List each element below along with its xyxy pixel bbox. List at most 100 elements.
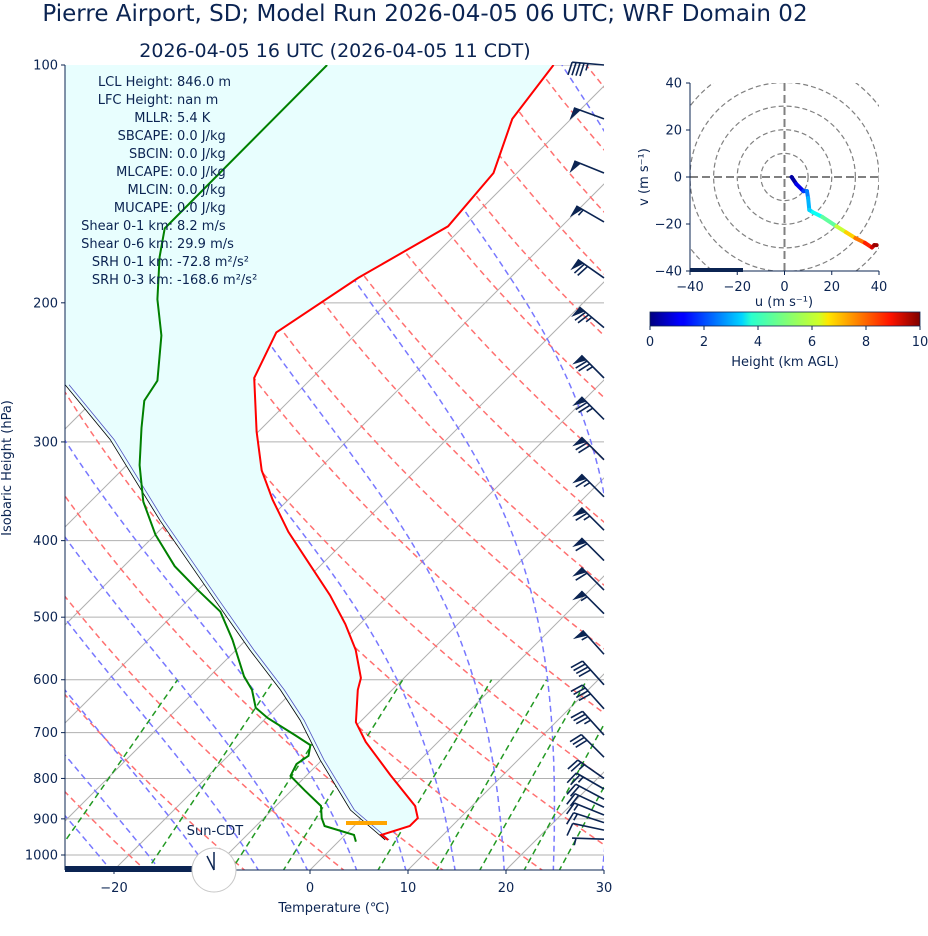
barb-flag: [572, 537, 587, 548]
hodograph-x-label: u (m s⁻¹): [755, 295, 813, 310]
barb-full: [573, 663, 586, 672]
hodograph-x-tick-label: 20: [823, 280, 840, 295]
barb-full: [575, 512, 588, 521]
x-tick-label: −20: [100, 881, 127, 896]
cin-area: [65, 65, 554, 840]
mixing-ratio-line: [65, 679, 179, 843]
stat-value: nan m: [177, 93, 218, 108]
barb-full: [575, 716, 589, 725]
barb-flag: [572, 396, 587, 407]
wind-barb: [566, 772, 605, 790]
hodograph-ring: [713, 105, 856, 249]
stat-label: MUCAPE:: [114, 201, 173, 216]
barb-full: [573, 263, 585, 274]
stat-value: -72.8 m²/s²: [177, 255, 249, 270]
barb-full: [566, 783, 577, 795]
moist-adiabat: [65, 439, 358, 870]
mixing-ratio-line: [377, 679, 493, 870]
y-tick-label: 600: [33, 673, 58, 688]
barb-half: [577, 209, 584, 216]
barb-half: [586, 366, 594, 372]
isotherm: [407, 673, 604, 870]
stat-value: -168.6 m²/s²: [177, 273, 257, 288]
y-tick-label: 800: [33, 772, 58, 787]
stat-label: MLCIN:: [128, 183, 173, 198]
barb-staff: [575, 783, 605, 800]
stat-label: SRH 0-3 km:: [92, 273, 173, 288]
barb-full: [566, 793, 576, 805]
isotherm: [113, 379, 604, 870]
figure-subtitle: 2026-04-05 16 UTC (2026-04-05 11 CDT): [139, 40, 530, 62]
dry-adiabat: [77, 65, 604, 715]
barb-full: [578, 669, 592, 678]
wind-barb: [570, 684, 605, 710]
mixing-ratio-line: [146, 679, 275, 870]
hodograph-y-tick-label: 20: [665, 124, 682, 139]
y-tick-label: 300: [33, 435, 58, 450]
barb-staff: [574, 160, 605, 174]
hodograph-y-tick-label: 40: [665, 77, 682, 92]
wind-barb: [572, 537, 605, 562]
mixing-ratio-line: [655, 680, 751, 872]
hodograph-y-tick-label: −40: [655, 265, 682, 280]
clock-widget: Sun-CDT: [65, 824, 243, 893]
wind-barb: [572, 506, 605, 531]
wind-barb: [572, 566, 605, 591]
barb-full: [575, 442, 588, 451]
hodograph-ring: [736, 129, 833, 225]
wind-barb: [567, 759, 605, 780]
y-tick-label: 500: [33, 611, 58, 626]
barb-flag: [572, 507, 587, 517]
moist-adiabat: [65, 688, 210, 870]
hodograph-x-tick-label: −40: [676, 280, 703, 295]
hodograph-y-tick-label: 0: [674, 171, 682, 186]
x-tick-label: 30: [596, 881, 613, 896]
dry-adiabat: [65, 595, 345, 870]
sounding-stats: LCL Height: 846.0 m LFC Height: nan m MLLR: 5…: [81, 75, 257, 288]
barb-flag: [572, 474, 587, 484]
dry-adiabat: [789, 65, 928, 872]
barb-half: [580, 596, 588, 602]
stat-value: 5.4 K: [177, 111, 211, 126]
barb-half: [573, 813, 579, 821]
barb-full: [566, 802, 575, 815]
wind-barb: [570, 660, 605, 686]
barb-staff: [571, 837, 605, 841]
barb-half: [578, 764, 585, 771]
figure-title: Pierre Airport, SD; Model Run 2026-04-05…: [42, 1, 807, 27]
colorbar-tick-label: 8: [862, 335, 870, 350]
barb-full: [573, 687, 586, 696]
stat-label: SRH 0-1 km:: [92, 255, 173, 270]
wind-barb: [572, 436, 605, 461]
barb-flag: [572, 355, 587, 365]
isotherm: [684, 29, 928, 888]
barb-full: [570, 660, 583, 669]
colorbar-gradient: [649, 311, 921, 327]
barb-full: [575, 360, 588, 369]
barb-full: [572, 736, 585, 746]
barb-flag: [572, 567, 587, 577]
temperature-line: [253, 65, 555, 841]
y-tick-label: 900: [33, 812, 58, 827]
wind-barb: [571, 837, 605, 846]
barb-full: [577, 314, 590, 324]
wind-barb: [572, 590, 605, 615]
barb-staff: [573, 811, 605, 824]
stat-label: MLCAPE:: [116, 165, 173, 180]
isotherm: [309, 575, 604, 870]
barb-full: [578, 444, 591, 454]
barb-full: [567, 61, 573, 76]
hodograph-segment: [820, 214, 839, 229]
barb-full: [579, 63, 585, 77]
isotherm: [65, 183, 604, 724]
y-tick-label: 400: [33, 534, 58, 549]
y-tick-label: 1000: [25, 849, 58, 864]
barb-full: [578, 404, 591, 414]
dry-adiabat: [230, 65, 604, 524]
colorbar-tick-label: 0: [646, 335, 654, 350]
x-tick-label: 10: [400, 881, 417, 896]
wind-barb: [567, 61, 605, 77]
stat-value: 0.0 J/kg: [177, 165, 226, 180]
wind-barb: [566, 822, 605, 836]
barb-half: [583, 515, 591, 521]
